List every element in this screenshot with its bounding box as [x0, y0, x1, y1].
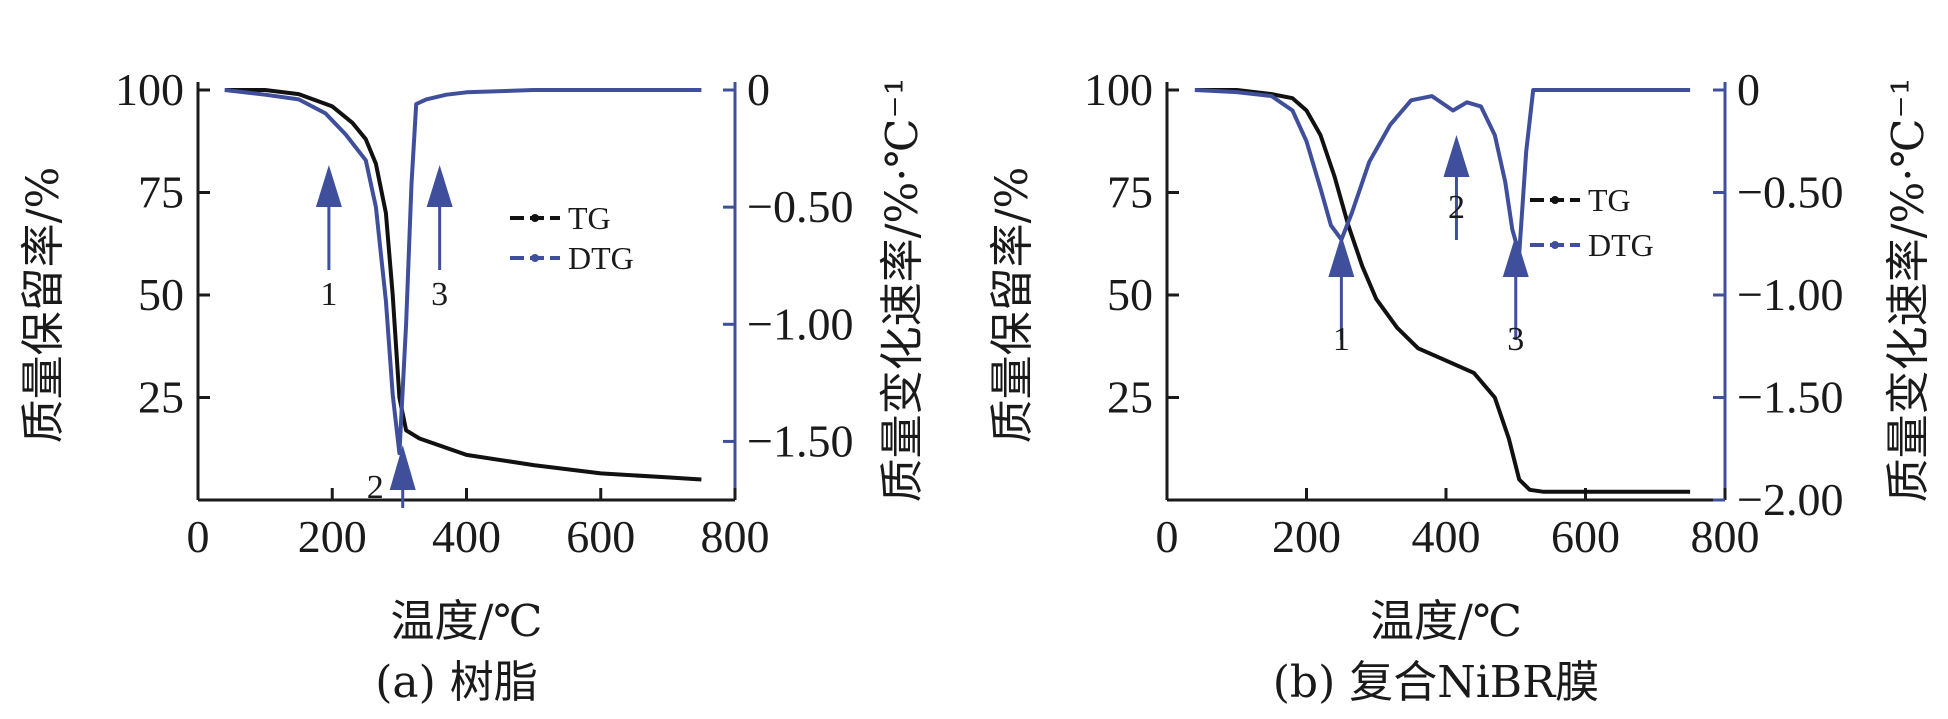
y-tick-label: 100 — [115, 64, 184, 115]
peak-marker-1: 1 — [315, 165, 342, 313]
y2-tick-label: 0 — [747, 64, 770, 115]
y-tick-label: 75 — [1107, 167, 1153, 218]
arrow-head — [1443, 135, 1470, 177]
peak-marker-3: 3 — [1502, 235, 1529, 358]
legend-label-dtg: DTG — [1588, 227, 1654, 263]
y-tick-label: 50 — [1107, 269, 1153, 320]
y2-tick-label: −0.50 — [747, 181, 853, 232]
y2-tick-label: −1.00 — [1737, 269, 1843, 320]
x-tick-label: 600 — [1551, 511, 1620, 562]
panel-caption: (a) 树脂 — [375, 657, 538, 708]
y2-axis-title: 质量变化速率/%·℃⁻¹ — [877, 78, 928, 503]
arrow-head — [1328, 235, 1355, 277]
y-tick-label: 25 — [1107, 372, 1153, 423]
x-tick-label: 0 — [187, 511, 210, 562]
peak-marker-label: 1 — [1333, 321, 1350, 358]
y-tick-label: 25 — [138, 372, 184, 423]
series-line-dtg — [224, 88, 702, 456]
y-tick-label: 50 — [138, 269, 184, 320]
y-axis-title: 质量保留率/% — [987, 167, 1038, 444]
legend-label-tg: TG — [568, 200, 611, 236]
x-axis-title: 温度/℃ — [390, 596, 542, 647]
arrow-head — [315, 165, 342, 207]
y-axis-title: 质量保留率/% — [18, 167, 69, 444]
panel-caption: (b) 复合NiBR膜 — [1273, 657, 1600, 708]
peak-marker-label: 1 — [320, 276, 337, 313]
legend-marker-dtg — [1551, 241, 1559, 249]
chart-panel-b: 0 200 400 600 800 25 50 75 100 0 −0.50 −1.00 −1.50 −2… — [987, 64, 1934, 708]
peak-marker-2: 2 — [367, 445, 416, 508]
x-tick-label: 400 — [1412, 511, 1481, 562]
series-line-tg — [224, 88, 702, 482]
legend-label-dtg: DTG — [568, 240, 634, 276]
legend: TG DTG — [1530, 182, 1654, 263]
x-tick-label: 200 — [1272, 511, 1341, 562]
chart-panel-a: 0 200 400 600 800 25 50 75 100 0 −0.50 −1.00 −1.50 TG… — [18, 64, 928, 708]
y2-tick-label: −2.00 — [1737, 474, 1843, 525]
legend-marker-tg — [531, 214, 539, 222]
legend-marker-dtg — [531, 254, 539, 262]
peak-marker-label: 3 — [431, 276, 448, 313]
y2-tick-label: −1.50 — [1737, 372, 1843, 423]
arrow-head — [389, 445, 416, 490]
legend-marker-tg — [1551, 196, 1559, 204]
x-tick-label: 200 — [298, 511, 367, 562]
peak-marker-label: 2 — [1448, 189, 1465, 226]
x-axis-title: 温度/℃ — [1370, 596, 1522, 647]
y-tick-label: 75 — [138, 167, 184, 218]
arrow-head — [426, 165, 453, 207]
peak-marker-2: 2 — [1443, 135, 1470, 240]
peak-marker-label: 2 — [367, 469, 384, 506]
x-tick-label: 400 — [432, 511, 501, 562]
peak-marker-1: 1 — [1328, 235, 1355, 358]
x-tick-label: 600 — [566, 511, 635, 562]
series-line-tg — [1194, 88, 1691, 494]
y2-tick-label: 0 — [1737, 64, 1760, 115]
x-tick-label: 800 — [1691, 511, 1760, 562]
peak-marker-label: 3 — [1507, 321, 1524, 358]
y2-tick-label: −1.00 — [747, 298, 853, 349]
y2-tick-label: −1.50 — [747, 415, 853, 466]
x-tick-label: 0 — [1156, 511, 1179, 562]
y2-axis-title: 质量变化速率/%·℃⁻¹ — [1883, 78, 1934, 503]
y-tick-label: 100 — [1084, 64, 1153, 115]
x-tick-label: 800 — [701, 511, 770, 562]
legend-label-tg: TG — [1588, 182, 1631, 218]
arrow-head — [1502, 235, 1529, 277]
series-line-dtg — [1194, 88, 1691, 256]
y2-tick-label: −0.50 — [1737, 167, 1843, 218]
legend: TG DTG — [510, 200, 634, 276]
peak-marker-3: 3 — [426, 165, 453, 313]
